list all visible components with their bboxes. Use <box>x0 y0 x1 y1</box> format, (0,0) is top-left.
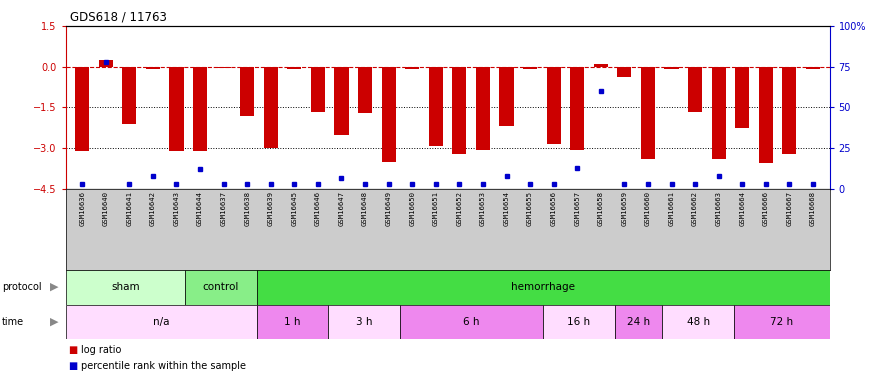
Bar <box>193 67 207 151</box>
Text: ■: ■ <box>68 361 78 371</box>
Bar <box>405 67 419 69</box>
Text: GSM16639: GSM16639 <box>268 191 274 226</box>
Text: GSM16646: GSM16646 <box>315 191 321 226</box>
Bar <box>256 304 328 339</box>
Bar <box>358 67 372 113</box>
Text: GSM16641: GSM16641 <box>126 191 132 226</box>
Text: GSM16651: GSM16651 <box>433 191 438 226</box>
Text: GSM16655: GSM16655 <box>527 191 533 226</box>
Text: GSM16657: GSM16657 <box>574 191 580 226</box>
Text: GSM16668: GSM16668 <box>810 191 816 226</box>
Text: ■: ■ <box>68 345 78 355</box>
Text: GSM16659: GSM16659 <box>621 191 627 226</box>
Text: GSM16656: GSM16656 <box>550 191 556 226</box>
Text: sham: sham <box>111 282 140 292</box>
Text: log ratio: log ratio <box>81 345 122 355</box>
Text: GSM16648: GSM16648 <box>362 191 368 226</box>
Text: GDS618 / 11763: GDS618 / 11763 <box>70 11 167 24</box>
Text: GSM16637: GSM16637 <box>220 191 227 226</box>
Text: GSM16647: GSM16647 <box>339 191 345 226</box>
Bar <box>734 304 830 339</box>
Text: 3 h: 3 h <box>356 317 372 327</box>
Bar <box>500 67 514 126</box>
Text: time: time <box>2 317 24 327</box>
Text: 72 h: 72 h <box>770 317 794 327</box>
Text: GSM16638: GSM16638 <box>244 191 250 226</box>
Bar <box>711 67 725 159</box>
Text: percentile rank within the sample: percentile rank within the sample <box>81 361 247 371</box>
Text: GSM16653: GSM16653 <box>480 191 486 226</box>
Bar <box>429 67 443 146</box>
Text: GSM16649: GSM16649 <box>386 191 392 226</box>
Bar <box>452 67 466 154</box>
Bar <box>328 304 400 339</box>
Bar <box>334 67 348 135</box>
Bar <box>66 270 185 304</box>
Text: 6 h: 6 h <box>463 317 480 327</box>
Text: GSM16643: GSM16643 <box>173 191 179 226</box>
Bar <box>688 67 703 111</box>
Text: 1 h: 1 h <box>284 317 301 327</box>
Text: ▶: ▶ <box>50 282 59 292</box>
Text: GSM16658: GSM16658 <box>598 191 604 226</box>
Text: GSM16663: GSM16663 <box>716 191 722 226</box>
Bar <box>263 67 278 148</box>
Text: 24 h: 24 h <box>627 317 650 327</box>
Bar <box>662 304 734 339</box>
Bar <box>382 67 396 162</box>
Bar <box>543 304 614 339</box>
Bar <box>523 67 537 69</box>
Bar <box>240 67 255 116</box>
Bar <box>614 304 662 339</box>
Text: 48 h: 48 h <box>687 317 710 327</box>
Bar <box>400 304 543 339</box>
Text: GSM16652: GSM16652 <box>457 191 462 226</box>
Text: GSM16666: GSM16666 <box>763 191 769 226</box>
Text: GSM16662: GSM16662 <box>692 191 698 226</box>
Bar <box>782 67 796 154</box>
Bar <box>476 67 490 150</box>
Text: GSM16645: GSM16645 <box>291 191 298 226</box>
Bar <box>99 60 113 67</box>
Bar <box>146 67 160 69</box>
Bar <box>570 67 584 150</box>
Text: GSM16654: GSM16654 <box>503 191 509 226</box>
Bar <box>547 67 561 144</box>
Text: GSM16660: GSM16660 <box>645 191 651 226</box>
Text: hemorrhage: hemorrhage <box>511 282 575 292</box>
Bar <box>640 67 655 159</box>
Text: n/a: n/a <box>153 317 170 327</box>
Text: GSM16661: GSM16661 <box>668 191 675 226</box>
Bar <box>75 67 89 151</box>
Bar <box>735 67 749 128</box>
Bar <box>256 270 830 304</box>
Text: GSM16667: GSM16667 <box>787 191 793 226</box>
Text: control: control <box>203 282 239 292</box>
Text: protocol: protocol <box>2 282 41 292</box>
Text: GSM16664: GSM16664 <box>739 191 746 226</box>
Bar <box>66 304 256 339</box>
Bar <box>170 67 184 151</box>
Text: GSM16644: GSM16644 <box>197 191 203 226</box>
Bar <box>311 67 325 111</box>
Text: ▶: ▶ <box>50 317 59 327</box>
Bar <box>594 64 608 67</box>
Text: GSM16642: GSM16642 <box>150 191 156 226</box>
Text: GSM16650: GSM16650 <box>410 191 416 226</box>
Text: GSM16636: GSM16636 <box>79 191 85 226</box>
Bar <box>216 67 231 68</box>
Bar <box>185 270 256 304</box>
Bar <box>759 67 773 163</box>
Bar <box>618 67 632 77</box>
Bar <box>123 67 136 124</box>
Text: 16 h: 16 h <box>567 317 591 327</box>
Text: GSM16640: GSM16640 <box>102 191 108 226</box>
Bar <box>806 67 820 69</box>
Bar <box>664 67 679 69</box>
Bar <box>287 67 301 69</box>
